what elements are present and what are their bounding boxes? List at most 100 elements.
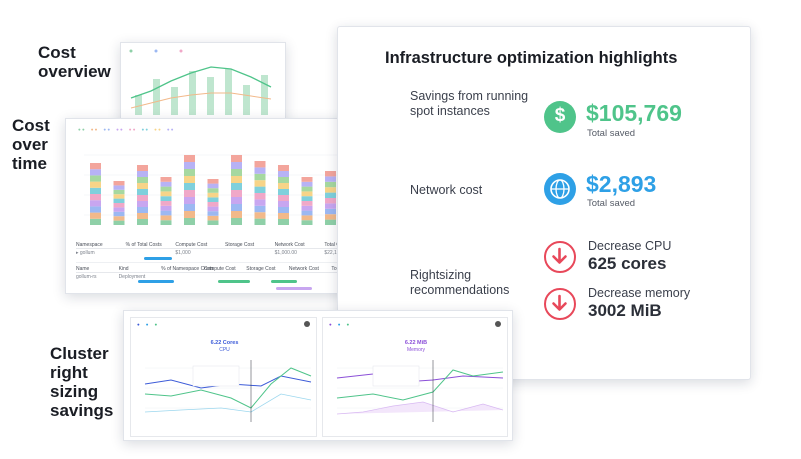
rightsizing-label: Rightsizing recommendations (410, 268, 510, 297)
stacked-bar-segment (278, 189, 289, 195)
stacked-bar-segment (254, 161, 266, 168)
stacked-bar-segment (184, 218, 195, 225)
stacked-bar-segment (90, 200, 101, 207)
stacked-bar-segment (184, 162, 195, 169)
network-cost-sub: Total saved (587, 198, 636, 209)
stacked-bar-segment (254, 218, 266, 225)
decrease-memory-label: Decrease memory (588, 286, 691, 300)
memory-chart-subtitle: Memory (406, 347, 426, 353)
stacked-bar-segment (160, 196, 172, 201)
dollar-icon: $ (544, 101, 576, 133)
stacked-bar-segment (301, 220, 313, 225)
stacked-bar-segment (137, 165, 148, 171)
stacked-bar-segment (137, 213, 148, 219)
stacked-bar-segment (113, 207, 125, 212)
memory-chart (336, 360, 504, 422)
stacked-bar-segment (325, 192, 336, 198)
cost-time-legend: ● ● ● ● ● ● ● ● ● ● ● ● ● ● ● ● (78, 127, 174, 132)
table-cell: % of Total Costs (125, 242, 162, 248)
stacked-bar-segment (301, 201, 313, 206)
table-cell: Total Cost (324, 242, 347, 248)
gear-icon[interactable] (495, 321, 501, 327)
stacked-bar-segment (90, 163, 101, 170)
stacked-bar-segment (90, 206, 101, 213)
stacked-bar-segment (231, 162, 242, 169)
table-cell: $22,174.55 (324, 250, 349, 256)
stacked-bar-segment (231, 211, 242, 218)
stacked-bar-segment (184, 204, 195, 211)
stacked-bar-segment (160, 186, 172, 192)
overview-bar (171, 87, 178, 115)
stacked-bar-segment (160, 220, 172, 225)
table-cell: Compute Cost (175, 242, 208, 248)
stacked-bar-segment (160, 191, 172, 197)
stacked-bar-segment (90, 187, 101, 194)
stacked-bar-segment (137, 201, 148, 207)
row-progress-bar (144, 257, 172, 260)
stacked-bar-segment (90, 175, 101, 182)
table-cell: Namespace (76, 242, 103, 248)
stacked-bar-segment (254, 212, 266, 219)
row-progress-bar (271, 280, 297, 283)
stacked-bar-segment (231, 183, 242, 190)
stacked-bar-segment (207, 188, 219, 193)
stacked-bar-segment (325, 176, 336, 182)
stacked-bar-segment (325, 214, 336, 220)
spot-savings-label: Savings from running spot instances (410, 89, 529, 118)
stacked-bar-segment (90, 169, 101, 176)
row-progress-bar (276, 287, 312, 290)
overview-bar (207, 77, 214, 115)
stacked-bar-segment (113, 181, 125, 186)
stacked-bar-segment (137, 177, 148, 183)
cost-overview-chart (129, 49, 272, 115)
network-cost-label: Network cost (410, 183, 483, 197)
cost-table-header: Namespace % of Total Costs Compute Cost Sto… (76, 241, 374, 249)
stacked-bar-segment (207, 197, 219, 202)
stacked-bar-segment (325, 187, 336, 193)
overview-bar (243, 85, 250, 115)
arrow-down-icon (544, 241, 576, 273)
stacked-bar-segment (113, 198, 125, 203)
stacked-bar-segment (113, 220, 125, 225)
stacked-bar-segment (160, 210, 172, 216)
cost-table: Namespace % of Total Costs Compute Cost Sto… (76, 241, 374, 293)
stacked-bar-segment (278, 207, 289, 213)
stacked-bar-segment (278, 195, 289, 201)
stacked-bar-segment (301, 196, 313, 201)
memory-legend: ● ● ● (329, 322, 350, 327)
stacked-bar-segment (207, 192, 219, 198)
stacked-bar-segment (254, 173, 266, 181)
spot-savings-value: $105,769 (586, 100, 682, 126)
table-row[interactable]: ▸ gollum $1,000 $1,000.00 $22,174.55 (76, 249, 374, 263)
highlights-title: Infrastructure optimization highlights (385, 49, 678, 67)
stacked-bar-segment (207, 211, 219, 216)
stacked-bar-segment (325, 171, 336, 177)
stacked-bar-segment (207, 183, 219, 189)
stacked-bar-segment (301, 205, 313, 211)
decrease-cpu-value: 625 cores (588, 254, 667, 273)
stacked-bar-segment (90, 218, 101, 225)
table-cell: Storage Cost (225, 242, 255, 248)
stacked-bar-segment (207, 220, 219, 225)
table-cell: $1,000.00 (274, 250, 297, 256)
table-row[interactable]: gollum-rs Deployment (76, 273, 374, 293)
cpu-legend: ● ● ● (137, 322, 158, 327)
decrease-memory-value: 3002 MiB (588, 301, 662, 320)
stacked-bar-segment (90, 212, 101, 219)
stacked-bar-segment (278, 177, 289, 183)
stacked-bar-segment (325, 181, 336, 188)
label-cost-over-time: Cost over time (12, 116, 50, 173)
stacked-bar-segment (160, 201, 172, 206)
stacked-bar-segment (231, 204, 242, 211)
info-icon[interactable] (304, 321, 310, 327)
stacked-bar-segment (254, 186, 266, 193)
cpu-panel: ● ● ● 6.22 Cores CPU (130, 317, 317, 437)
stacked-bar-segment (137, 183, 148, 189)
stacked-bar-segment (278, 183, 289, 189)
stacked-bar-segment (113, 216, 125, 221)
stacked-bar-segment (301, 177, 313, 182)
cpu-chart-title: 6.22 Cores (210, 340, 239, 346)
stacked-bar-segment (231, 155, 242, 162)
stacked-bar-segment (325, 208, 336, 215)
decrease-cpu-label: Decrease CPU (588, 239, 672, 253)
